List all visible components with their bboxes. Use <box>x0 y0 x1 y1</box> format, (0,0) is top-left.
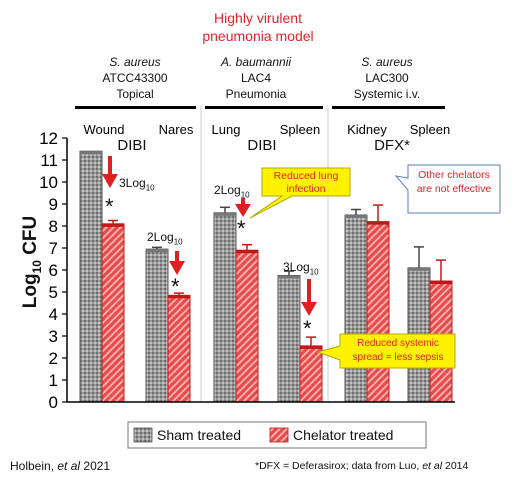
group-1-route: Topical <box>116 87 154 101</box>
group-2-route: Pneumonia <box>225 87 287 101</box>
bar-sham-2 <box>213 212 237 403</box>
group-3-route: Systemic i.v. <box>353 87 421 101</box>
y-tick-label-10: 10 <box>39 173 58 192</box>
bar-sham-0 <box>79 150 103 403</box>
group-2-strain: LAC4 <box>240 71 272 85</box>
category-label-2: Lung <box>212 122 241 137</box>
significance-star-wound: * <box>105 194 114 219</box>
bar-cap-sham-4 <box>345 215 367 218</box>
note-box <box>394 164 501 214</box>
group-1-organism: S. aureus <box>109 55 161 69</box>
y-tick-label-3: 3 <box>49 327 58 346</box>
y-tick-label-11: 11 <box>40 151 58 170</box>
bar-cap-chelator-5 <box>430 281 452 284</box>
significance-star-lung: * <box>237 216 246 241</box>
bar-cap-sham-2 <box>214 212 236 216</box>
reduction-arrowhead-nares <box>169 261 185 275</box>
bar-cap-chelator-0 <box>102 223 124 227</box>
callout-sepsis-text: Reduced systemic spread = less sepsis <box>352 338 444 363</box>
bar-cap-chelator-4 <box>367 221 389 225</box>
group-3-underline <box>332 106 445 109</box>
group-2-underline <box>205 106 323 109</box>
callout-lung-text: Reduced lung infection <box>273 170 339 195</box>
bar-sham-3 <box>277 275 301 403</box>
note-text: Other chelators are not effective <box>416 169 492 195</box>
group-1-chelator: DIBI <box>117 137 147 154</box>
callout-sepsis-bubble <box>316 333 456 369</box>
group-1-underline <box>75 106 196 109</box>
category-label-5: Spleen <box>410 122 450 137</box>
bar-sham-1 <box>145 248 169 403</box>
callout-lung-bubble <box>249 167 351 219</box>
footer-citation-right: *DFX = Deferasirox; data from Luo, et al… <box>255 460 469 472</box>
legend-swatch-sham <box>133 427 153 443</box>
y-tick-label-0: 0 <box>49 393 58 412</box>
reduction-arrowhead-spleen <box>301 302 317 316</box>
bar-cap-sham-1 <box>146 249 168 253</box>
bar-chelator-2 <box>235 249 259 403</box>
group-3-strain: LAC300 <box>365 71 409 85</box>
chart-title-line-1: Highly virulent <box>214 10 302 26</box>
significance-star-spleen: * <box>303 316 312 341</box>
y-tick-label-5: 5 <box>49 283 58 302</box>
bar-chelator-1 <box>167 294 191 403</box>
legend-swatch-chelator <box>269 427 289 443</box>
reduction-arrowhead-wound <box>102 174 118 188</box>
footer-citation-left: Holbein, et al 2021 <box>10 459 111 473</box>
reduction-arrowhead-lung <box>235 204 251 217</box>
group-3-chelator: DFX* <box>374 137 410 154</box>
y-tick-label-7: 7 <box>49 239 58 258</box>
category-label-0: Wound <box>84 122 125 137</box>
reduction-label-nares: 2Log10 <box>147 230 183 247</box>
bar-chelator-4 <box>366 221 390 403</box>
group-2-chelator: DIBI <box>247 137 277 154</box>
bar-cap-sham-5 <box>408 267 430 271</box>
y-tick-label-9: 9 <box>49 195 58 214</box>
significance-star-nares: * <box>171 274 180 299</box>
group-1-strain: ATCC43300 <box>102 71 168 85</box>
y-tick-label-2: 2 <box>49 349 58 368</box>
y-tick-label-4: 4 <box>49 305 58 324</box>
bar-cap-chelator-3 <box>300 345 322 349</box>
bar-cap-chelator-1 <box>168 295 190 299</box>
y-tick-label-1: 1 <box>49 371 58 390</box>
y-tick-label-8: 8 <box>49 217 58 236</box>
y-tick-label-12: 12 <box>39 129 58 148</box>
bar-cap-sham-0 <box>80 151 102 155</box>
legend-label-chelator: Chelator treated <box>293 427 394 443</box>
group-3-organism: S. aureus <box>361 55 413 69</box>
bar-chelator-3 <box>299 345 323 403</box>
legend-label-sham: Sham treated <box>157 427 242 443</box>
bar-cap-sham-3 <box>278 275 300 279</box>
category-label-3: Spleen <box>280 122 320 137</box>
reduction-label-spleen: 3Log10 <box>283 260 319 277</box>
group-2-organism: A. baumannii <box>220 55 292 69</box>
reduction-label-wound: 3Log10 <box>119 176 155 193</box>
reduction-label-lung: 2Log10 <box>214 183 250 200</box>
y-tick-label-6: 6 <box>49 261 58 280</box>
category-label-1: Nares <box>159 122 194 137</box>
chart-title-line-2: pneumonia model <box>202 28 314 44</box>
category-label-4: Kidney <box>347 122 387 137</box>
bar-cap-chelator-2 <box>236 250 258 254</box>
bar-sham-4 <box>344 214 368 403</box>
bar-chelator-0 <box>101 223 125 403</box>
